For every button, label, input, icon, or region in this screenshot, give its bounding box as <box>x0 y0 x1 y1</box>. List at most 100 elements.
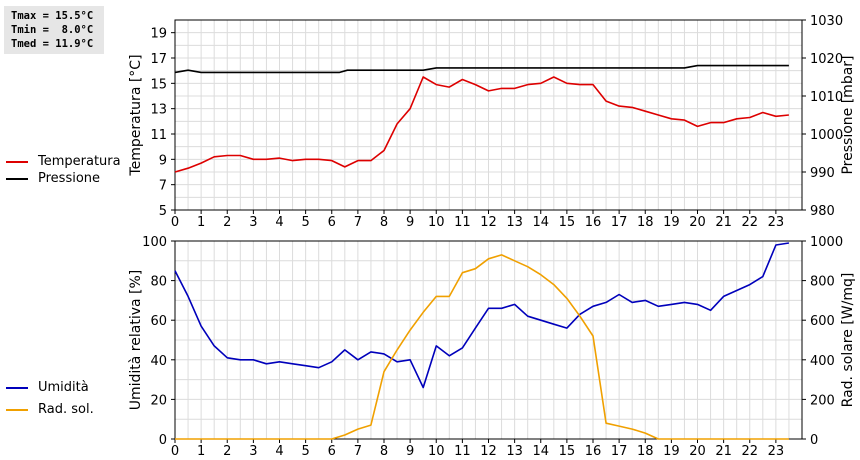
x-tick-label: 17 <box>611 444 628 459</box>
legend-label-temperatura: Temperatura <box>38 154 121 169</box>
chart-2: 0 1 2 3 4 5 6 7 8 9 10 11 12 13 14 15 16 17 18 19 20 21 22 2302… <box>128 235 856 459</box>
x-tick-label: 23 <box>768 444 785 459</box>
x-tick-label: 4 <box>275 444 283 459</box>
legend-rad-sol: Rad. sol. <box>6 402 94 418</box>
x-tick-label: 8 <box>380 215 388 230</box>
x-tick-label: 7 <box>354 444 362 459</box>
y-tick-label: 15 <box>150 77 167 92</box>
y2-tick-label: 0 <box>810 433 818 448</box>
y-tick-label: 19 <box>150 27 167 42</box>
legend-swatch-rad-sol <box>6 408 28 411</box>
grid <box>174 19 803 211</box>
x-tick-label: 11 <box>454 215 471 230</box>
x-tick-label: 19 <box>663 215 680 230</box>
x-tick-label: 20 <box>689 215 706 230</box>
x-tick-label: 17 <box>611 215 628 230</box>
x-tick-label: 10 <box>428 444 445 459</box>
x-tick-label: 21 <box>715 444 732 459</box>
legend-temperatura: Temperatura <box>6 154 121 170</box>
y-axis-label: Temperatura [°C] <box>128 54 144 176</box>
x-tick-label: 18 <box>637 215 654 230</box>
legend-swatch-pressione <box>6 177 28 180</box>
x-tick-label: 8 <box>380 444 388 459</box>
x-tick-label: 12 <box>480 444 497 459</box>
y-tick-label: 60 <box>150 314 167 329</box>
y-tick-label: 80 <box>150 275 167 290</box>
chart-1: 0 1 2 3 4 5 6 7 8 9 10 11 12 13 14 15 16 17 18 19 20 21 22 2357… <box>128 14 856 230</box>
legend-umidita: Umidità <box>6 380 89 396</box>
x-tick-label: 16 <box>585 215 602 230</box>
y2-axis-label: Rad. solare [W/mq] <box>840 273 856 408</box>
y2-tick-label: 600 <box>810 314 835 329</box>
x-tick-label: 18 <box>637 444 654 459</box>
stats-box: Tmax = 15.5°C Tmin = 8.0°C Tmed = 11.9°C <box>4 6 104 54</box>
y-tick-label: 20 <box>150 393 167 408</box>
y-tick-label: 5 <box>159 204 167 219</box>
tmed-stat: Tmed = 11.9°C <box>11 38 94 50</box>
y2-tick-label: 990 <box>810 166 835 181</box>
x-tick-label: 9 <box>406 444 414 459</box>
y-tick-label: 40 <box>150 354 167 369</box>
y2-tick-label: 1010 <box>810 90 843 105</box>
x-tick-label: 13 <box>506 215 523 230</box>
x-tick-label: 6 <box>328 444 336 459</box>
x-tick-label: 14 <box>532 215 549 230</box>
y2-tick-label: 980 <box>810 204 835 219</box>
y-tick-label: 9 <box>159 153 167 168</box>
x-tick-label: 3 <box>249 444 257 459</box>
x-tick-label: 11 <box>454 444 471 459</box>
x-tick-label: 2 <box>223 215 231 230</box>
x-tick-label: 16 <box>585 444 602 459</box>
grid <box>174 240 803 440</box>
y-tick-label: 0 <box>159 433 167 448</box>
x-tick-label: 13 <box>506 444 523 459</box>
legend-label-umidita: Umidità <box>38 380 89 395</box>
series-line-temperatura <box>174 76 789 173</box>
tmax-stat: Tmax = 15.5°C <box>11 10 94 22</box>
y2-tick-label: 1000 <box>810 235 843 250</box>
legend-swatch-temperatura <box>6 160 28 163</box>
x-tick-label: 19 <box>663 444 680 459</box>
x-tick-label: 10 <box>428 215 445 230</box>
tmin-stat: Tmin = 8.0°C <box>11 24 94 36</box>
x-tick-label: 1 <box>197 444 205 459</box>
legend-label-rad-sol: Rad. sol. <box>38 402 94 417</box>
x-tick-label: 0 <box>171 444 179 459</box>
x-tick-label: 22 <box>741 444 758 459</box>
x-tick-label: 4 <box>275 215 283 230</box>
x-tick-label: 9 <box>406 215 414 230</box>
series-line-umidit- <box>174 242 790 389</box>
x-tick-label: 5 <box>301 215 309 230</box>
x-tick-label: 5 <box>301 444 309 459</box>
x-tick-label: 14 <box>532 444 549 459</box>
x-tick-label: 6 <box>328 215 336 230</box>
series-line-rad-sol- <box>175 254 789 440</box>
y-tick-label: 17 <box>150 52 167 67</box>
x-tick-label: 0 <box>171 215 179 230</box>
legend-label-pressione: Pressione <box>38 171 101 186</box>
x-tick-label: 22 <box>741 215 758 230</box>
y2-tick-label: 1020 <box>810 52 843 67</box>
series-line-pressione <box>174 64 789 74</box>
y-tick-label: 100 <box>142 235 167 250</box>
y2-tick-label: 1030 <box>810 14 843 29</box>
y-tick-label: 11 <box>150 128 167 143</box>
y2-tick-label: 800 <box>810 275 835 290</box>
y2-axis-label: Pressione [mbar] <box>840 55 856 174</box>
y-tick-label: 13 <box>150 103 167 118</box>
y2-tick-label: 200 <box>810 393 835 408</box>
x-tick-label: 1 <box>197 215 205 230</box>
x-tick-label: 3 <box>249 215 257 230</box>
x-tick-label: 2 <box>223 444 231 459</box>
legend-swatch-umidita <box>6 386 28 389</box>
y-axis-label: Umidità relativa [%] <box>128 270 144 411</box>
x-tick-label: 23 <box>768 215 785 230</box>
x-tick-label: 15 <box>559 444 576 459</box>
x-tick-label: 7 <box>354 215 362 230</box>
y2-tick-label: 1000 <box>810 128 843 143</box>
y2-tick-label: 400 <box>810 354 835 369</box>
legend-pressione: Pressione <box>6 171 100 187</box>
x-tick-label: 21 <box>715 215 732 230</box>
y-tick-label: 7 <box>159 179 167 194</box>
